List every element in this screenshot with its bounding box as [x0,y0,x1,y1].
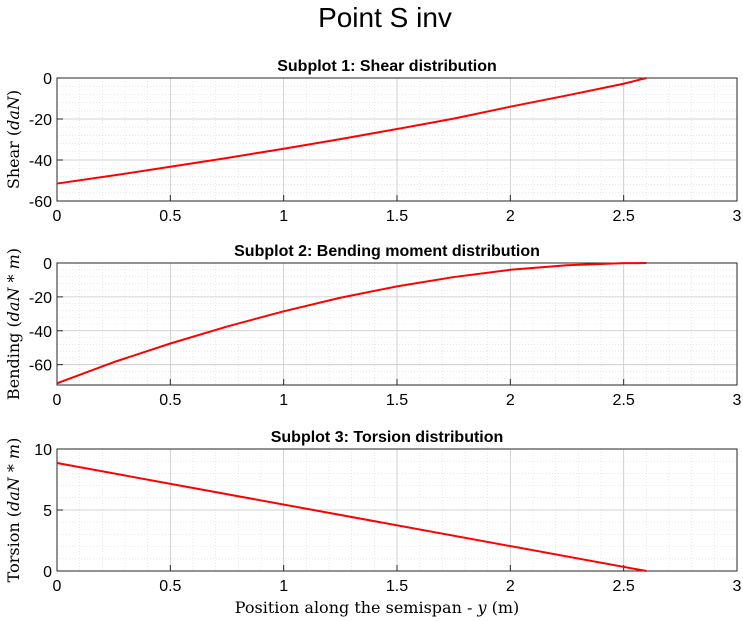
subplot-3: 0 0.5 1 1.5 2 2.5 3 0 5 10 Subplot 3: Torsion dist… [4,429,742,617]
x-tick-label: 0.5 [159,208,181,225]
series-line [56,77,647,185]
x-tick-label: 0.5 [159,392,181,409]
y-axis-label: Torsion (daN * m) [4,438,23,583]
x-tick-label: 2 [506,578,515,595]
subplot-1: 0 0.5 1 1.5 2 2.5 3 -60 -40 -20 0 Subplot 1: Shear … [4,58,742,225]
subplot-title: Subplot 2: Bending moment distribution [234,243,540,260]
x-tick-label: 1.5 [386,392,408,409]
x-tick-label: 2 [506,208,515,225]
x-tick-label: 1 [279,578,288,595]
x-tick-label: 1 [279,208,288,225]
series-line [56,462,647,572]
y-tick-label: 5 [43,503,52,520]
x-tick-label: 2.5 [613,208,635,225]
x-tick-label: 3 [733,392,742,409]
subplot-title: Subplot 3: Torsion distribution [271,429,504,446]
figure-title: Point S inv [318,2,452,33]
x-axis-label: Position along the semispan - y (m) [235,598,520,617]
y-axis-label: Shear (daN) [4,90,23,189]
x-tick-label: 1.5 [386,208,408,225]
y-tick-label: 0 [43,564,52,581]
axes-box [56,77,738,202]
subplots: 0 0.5 1 1.5 2 2.5 3 -60 -40 -20 0 Subplot 1: Shear … [4,58,742,617]
y-tick-label: 0 [43,256,52,273]
y-tick-label: -40 [29,153,52,170]
y-tick-label: -20 [29,290,52,307]
x-tick-label: 1.5 [386,578,408,595]
y-tick-label: -20 [29,112,52,129]
subplot-title: Subplot 1: Shear distribution [277,58,497,75]
x-tick-label: 0.5 [159,578,181,595]
axes-box [56,448,738,572]
x-tick-label: 0 [53,392,62,409]
y-axis-label: Bending (daN * m) [4,248,23,400]
x-tick-label: 2.5 [613,392,635,409]
series-line [56,262,647,385]
y-tick-label: 10 [34,442,52,459]
x-tick-label: 3 [733,208,742,225]
x-tick-label: 3 [733,578,742,595]
y-tick-label: -60 [29,358,52,375]
x-tick-label: 2 [506,392,515,409]
x-tick-label: 1 [279,392,288,409]
subplot-2: 0 0.5 1 1.5 2 2.5 3 -60 -40 -20 0 Subplot 2: Bendin… [4,243,742,409]
y-tick-label: 0 [43,71,52,88]
x-tick-label: 2.5 [613,578,635,595]
y-tick-label: -40 [29,324,52,341]
x-tick-label: 0 [53,208,62,225]
x-tick-label: 0 [53,578,62,595]
y-tick-label: -60 [29,194,52,211]
axes-box [56,262,738,386]
